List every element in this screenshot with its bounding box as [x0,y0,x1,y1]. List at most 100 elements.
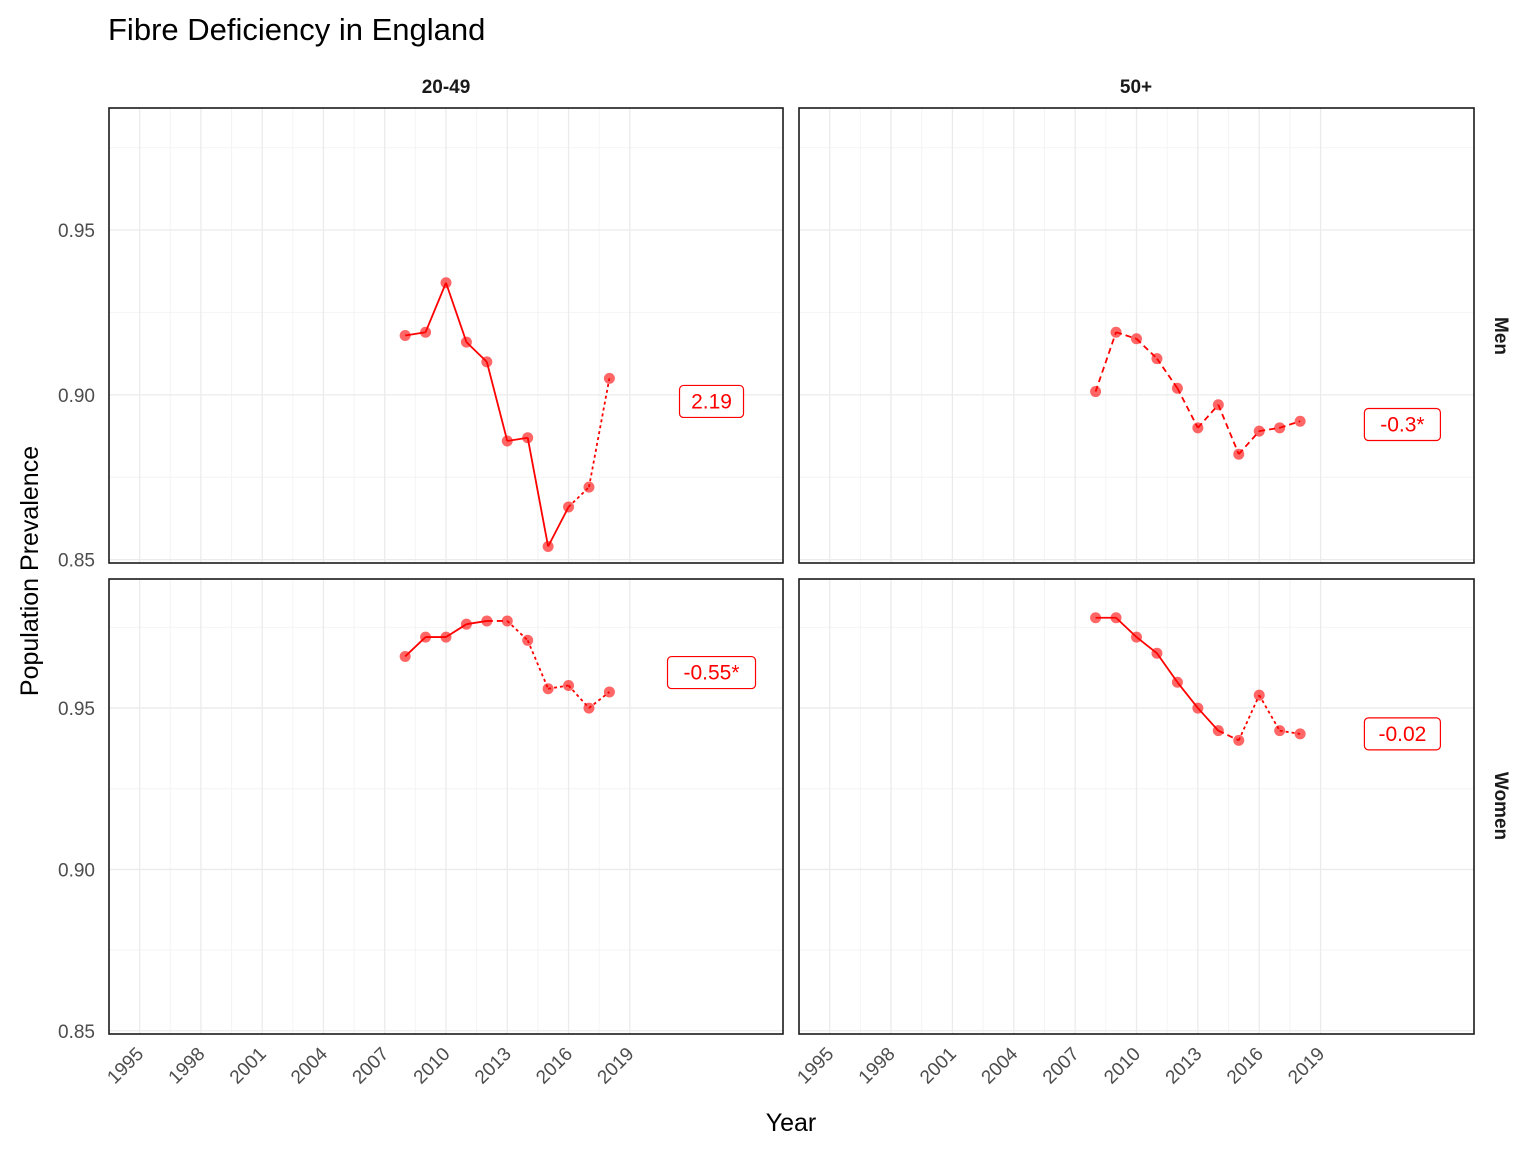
trend-label-box [1363,407,1442,442]
data-point [563,679,575,691]
x-tick-label: 2013 [471,1044,516,1089]
data-point [583,481,595,493]
series-segment [1156,358,1179,389]
data-point [1233,734,1245,746]
series-segment [588,691,610,709]
data-point [563,501,575,513]
series-segment [1258,694,1281,732]
data-point [481,356,493,368]
y-tick-label: 0.85 [58,551,95,572]
x-tick-label: 2016 [1223,1044,1268,1089]
data-point [522,432,534,444]
data-point [1212,725,1224,737]
x-tick-label: 2019 [1284,1044,1329,1089]
y-axis-title: Population Prevalence [16,446,44,696]
y-tick-label: 0.95 [58,699,95,720]
series-segment [1156,652,1179,683]
x-tick-label: 2001 [226,1044,271,1089]
data-point [481,615,493,627]
chart-title: Fibre Deficiency in England [108,12,485,47]
y-tick-label: 0.90 [58,860,95,881]
data-point [1192,702,1204,714]
data-point [1253,425,1265,437]
series-segment [424,282,447,333]
data-point [603,686,615,698]
panel-women-50-plus: -0.02 1995 1998 2001 2004 2007 2010 2013 2016 201… [793,578,1475,1089]
data-point [1110,326,1122,338]
series-segment [506,620,529,641]
trend-label: 2.19 [691,390,732,413]
data-point [1090,386,1102,398]
trend-label-box [678,384,745,419]
series-segment [445,282,468,343]
series-segment [588,378,611,488]
trend-label-box [1363,717,1442,751]
data-point [542,683,554,695]
data-point [1171,676,1183,688]
data-point [460,336,472,348]
data-point [603,372,615,384]
data-point [1212,399,1224,411]
data-point [501,435,513,447]
data-point [1131,631,1142,643]
data-point [1131,333,1142,345]
x-tick-label: 2007 [349,1044,394,1089]
x-tick-label: 2004 [287,1043,332,1088]
panel-border [798,107,1475,564]
x-tick-label: 2016 [532,1044,577,1089]
data-point [1274,725,1286,737]
trend-label: -0.3* [1380,414,1424,437]
data-point [1171,382,1183,394]
data-point [501,615,513,627]
data-point [1090,612,1102,624]
data-point [399,330,411,341]
series-segment [1217,404,1240,455]
column-strip-50-plus: 50+ [1120,77,1152,98]
x-tick-label: 1998 [855,1044,900,1089]
x-tick-label: 2013 [1162,1044,1207,1089]
series-segment [1176,387,1199,429]
data-point [1151,647,1163,659]
x-axis-title: Year [766,1109,817,1137]
series-segment [547,506,570,547]
series-segment [526,639,549,690]
x-tick-label: 1998 [165,1044,210,1089]
data-point [399,650,411,662]
panel-border [108,107,784,564]
x-tick-label: 1995 [103,1044,148,1089]
series-segment [526,437,550,547]
data-point [460,618,472,630]
trend-label: -0.02 [1378,723,1426,746]
panel-women-20-49: -0.55* 0.85 0.90 0.95 1995 1998 2001 2004 2007 20… [58,578,784,1089]
series-segment [567,486,590,508]
data-point [1192,422,1204,434]
series-segment [485,361,509,442]
data-point [1274,422,1286,434]
x-tick-label: 2019 [594,1044,639,1089]
data-point [1151,353,1163,365]
data-point [420,631,432,643]
panel-border [108,578,784,1035]
data-point [1110,612,1122,624]
x-tick-label: 2001 [916,1044,961,1089]
data-point [583,702,595,714]
series-segment [1094,331,1117,392]
panels-layer: 2.19 0.85 0.90 0.95 -0.55* 0.85 0.90 0.95 1995 19… [58,107,1475,1089]
series-segment [1237,694,1261,741]
panel-men-20-49: 2.19 0.85 0.90 0.95 [58,107,784,572]
data-point [1294,728,1306,740]
column-strip-20-49: 20-49 [422,77,471,98]
data-point [440,277,452,289]
row-strip-men: Men [1490,317,1511,355]
data-point [522,634,534,646]
trend-label-box [666,655,757,690]
y-tick-label: 0.85 [58,1022,95,1043]
x-tick-label: 2010 [410,1044,455,1089]
panel-men-50-plus: -0.3* [798,107,1475,564]
x-tick-label: 2010 [1100,1044,1145,1089]
data-point [542,541,554,553]
panel-border [798,578,1475,1035]
data-point [1294,415,1306,427]
data-point [1233,448,1245,460]
